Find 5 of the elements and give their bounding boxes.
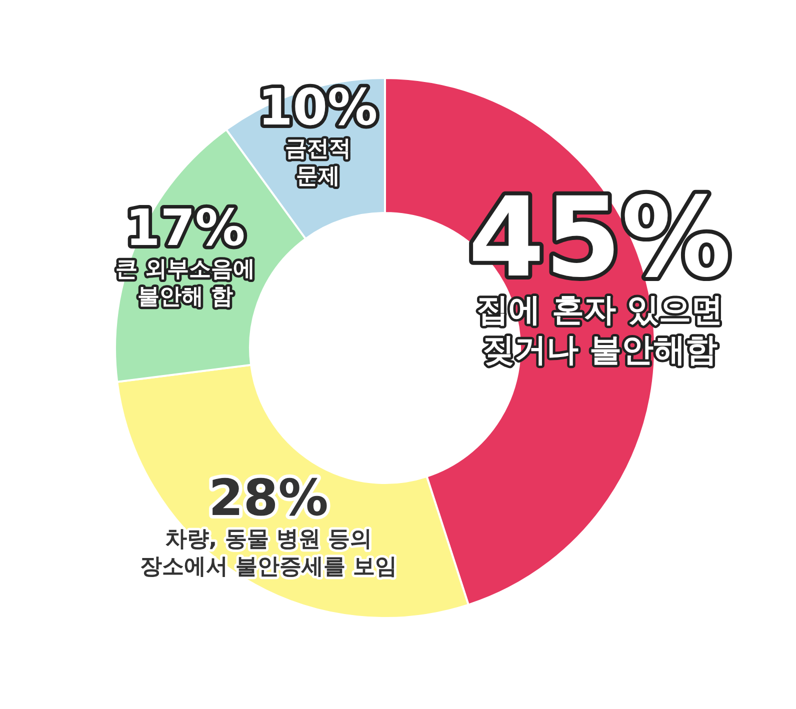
slice-label: 큰 외부소음에 불안해 함 [116,257,256,310]
data-label: 10% [258,78,378,137]
data-label: 17% [126,199,246,258]
data-label: 28% [208,469,328,528]
slice-label: 금전적 문제 [284,136,351,190]
